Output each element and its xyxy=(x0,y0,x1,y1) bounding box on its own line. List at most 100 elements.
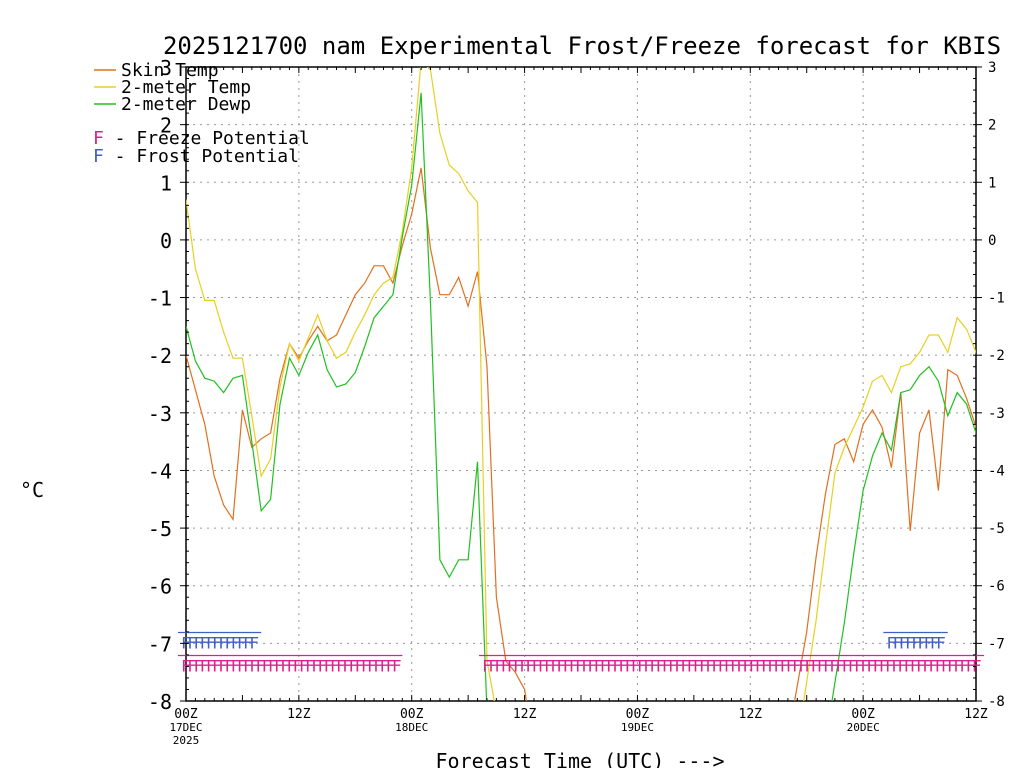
freeze-flag-row-mark: F xyxy=(532,657,542,676)
y-tick-label-left: -6 xyxy=(148,575,172,599)
frost-flag-row-mark: F xyxy=(936,633,946,652)
freeze-flag-row-mark: F xyxy=(743,657,753,676)
freeze-flag-row-mark: F xyxy=(798,657,808,676)
frost-flag-row-mark: F xyxy=(243,633,253,652)
freeze-flag-row-mark: F xyxy=(774,657,784,676)
freeze-flag-row-mark: F xyxy=(237,657,247,676)
y-tick-label-right: -2 xyxy=(988,348,1005,364)
y-tick-label-left: 0 xyxy=(160,229,172,253)
freeze-flag-row-mark: F xyxy=(792,657,802,676)
y-tick-label-right: -6 xyxy=(988,579,1005,595)
freeze-flag-row-mark: F xyxy=(187,657,197,676)
frost-flag-row-mark: F xyxy=(218,633,228,652)
frost-flag-row-mark: F xyxy=(237,633,247,652)
freeze-flag-row-mark: F xyxy=(330,657,340,676)
freeze-flag-row-mark: F xyxy=(953,657,963,676)
freeze-flag-row: FFFFFFFFFFFFFFFFFFFFFFFFFFFFFFFFFFFFFFFF… xyxy=(478,654,984,676)
freeze-flag-row-mark: F xyxy=(588,657,598,676)
y-tick-label-left: -5 xyxy=(148,517,172,541)
freeze-flag-row-mark: F xyxy=(268,657,278,676)
freeze-flag-row-mark: F xyxy=(243,657,253,676)
freeze-flag-row-mark: F xyxy=(380,657,390,676)
freeze-flag-row-mark: F xyxy=(600,657,610,676)
x-tick-label-time: 00Z xyxy=(851,707,875,722)
freeze-flag-row-mark: F xyxy=(786,657,796,676)
series-line-2-meter-dewp-20dec xyxy=(831,365,976,701)
freeze-flag-row-mark: F xyxy=(513,657,523,676)
freeze-flag-row-mark: F xyxy=(225,657,235,676)
x-axis-label: Forecast Time (UTC) ---> xyxy=(436,749,725,768)
y-tick-label-left: 3 xyxy=(160,56,172,80)
freeze-flag-row-mark: F xyxy=(361,657,371,676)
freeze-flag-row-mark: F xyxy=(557,657,567,676)
freeze-flag-row-mark: F xyxy=(280,657,290,676)
frost-flag-row-mark: F xyxy=(924,633,934,652)
freeze-flag-row-mark: F xyxy=(848,657,858,676)
freeze-flag-row-mark: F xyxy=(947,657,957,676)
freeze-flag-row-mark: F xyxy=(194,657,204,676)
frost-flag-row-mark: F xyxy=(231,633,241,652)
freeze-flag-row-mark: F xyxy=(631,657,641,676)
frost-flag-row-mark: F xyxy=(905,633,915,652)
freeze-flag-row-mark: F xyxy=(519,657,529,676)
freeze-flag-row-mark: F xyxy=(736,657,746,676)
freeze-flag-row-mark: F xyxy=(674,657,684,676)
series-line-2-meter-temp-20dec xyxy=(803,316,976,701)
freeze-flag-row-mark: F xyxy=(212,657,222,676)
frost-flag-row-mark: F xyxy=(918,633,928,652)
y-tick-label-left: 2 xyxy=(160,114,172,138)
freeze-flag-row-mark: F xyxy=(854,657,864,676)
frost-flag-row-mark: F xyxy=(206,633,216,652)
freeze-flag-row-mark: F xyxy=(755,657,765,676)
freeze-flag-row-mark: F xyxy=(200,657,210,676)
freeze-flag-row-mark: F xyxy=(730,657,740,676)
freeze-flag-row-mark: F xyxy=(619,657,629,676)
x-tick-label-time: 12Z xyxy=(964,707,988,722)
freeze-flag-row-mark: F xyxy=(823,657,833,676)
series-layer xyxy=(186,67,976,701)
freeze-flag-row-mark: F xyxy=(643,657,653,676)
freeze-flag-row-mark: F xyxy=(656,657,666,676)
freeze-flag-row-mark: F xyxy=(873,657,883,676)
freeze-flag-row-mark: F xyxy=(305,657,315,676)
frost-flag-row-mark: F xyxy=(187,633,197,652)
freeze-flag-row-mark: F xyxy=(324,657,334,676)
freeze-flag-row-mark: F xyxy=(367,657,377,676)
y-tick-label-right: -5 xyxy=(988,521,1005,537)
y-tick-label-left: 1 xyxy=(160,171,172,195)
freeze-flag-row-mark: F xyxy=(386,657,396,676)
frost-flag-row-mark: F xyxy=(930,633,940,652)
y-tick-label-right: -8 xyxy=(988,694,1005,710)
x-tick-label-date: 17DEC xyxy=(169,721,202,734)
y-axis-label: °C xyxy=(20,478,44,502)
freeze-flag-row-mark: F xyxy=(842,657,852,676)
freeze-flag-row-mark: F xyxy=(699,657,709,676)
freeze-flag-row-mark: F xyxy=(581,657,591,676)
frost-flag-row-mark: F xyxy=(200,633,210,652)
freeze-flag-row-mark: F xyxy=(206,657,216,676)
freeze-flag-row-mark: F xyxy=(966,657,976,676)
frost-flag-row-mark: F xyxy=(893,633,903,652)
legend-flag-text: - Frost Potential xyxy=(104,146,299,167)
freeze-flag-row-mark: F xyxy=(662,657,672,676)
legend-flag-letter: F xyxy=(93,146,104,167)
frost-flag-row-mark: F xyxy=(249,633,259,652)
freeze-flag-row-mark: F xyxy=(811,657,821,676)
freeze-flag-row-mark: F xyxy=(724,657,734,676)
freeze-flag-row-mark: F xyxy=(501,657,511,676)
freeze-flag-row-mark: F xyxy=(650,657,660,676)
chart-title: 2025121700 nam Experimental Frost/Freeze… xyxy=(163,32,1001,60)
freeze-flag-row-mark: F xyxy=(293,657,303,676)
frost-flag-row-mark: F xyxy=(212,633,222,652)
freeze-flag-row-mark: F xyxy=(718,657,728,676)
freeze-flag-row-mark: F xyxy=(594,657,604,676)
freeze-flag-row-mark: F xyxy=(274,657,284,676)
y-tick-label-right: 1 xyxy=(988,175,996,191)
x-tick-label-time: 00Z xyxy=(174,707,198,722)
y-tick-label-left: -1 xyxy=(148,287,172,311)
x-tick-label-time: 00Z xyxy=(626,707,650,722)
y-tick-label-right: -3 xyxy=(988,406,1005,422)
